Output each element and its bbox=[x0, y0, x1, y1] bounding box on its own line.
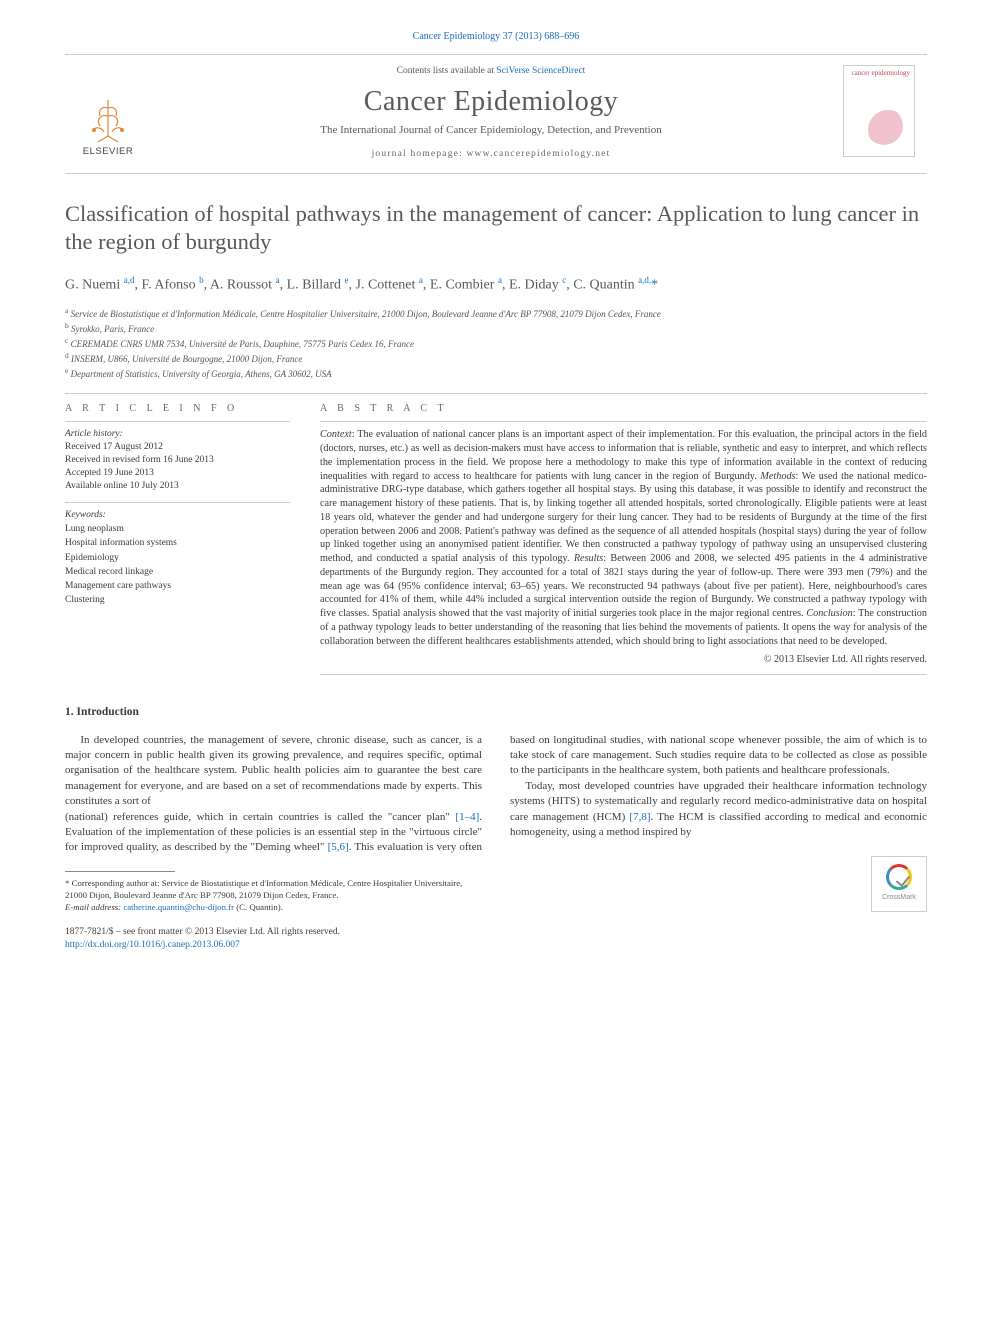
intro-body: In developed countries, the management o… bbox=[65, 733, 927, 856]
abstract-copyright: © 2013 Elsevier Ltd. All rights reserved… bbox=[320, 653, 927, 667]
email-label: E-mail address: bbox=[65, 902, 123, 912]
publisher-logo[interactable]: ELSEVIER bbox=[77, 65, 139, 161]
crossmark-label: CrossMark bbox=[882, 893, 916, 902]
article-title: Classification of hospital pathways in t… bbox=[65, 200, 927, 256]
footnotes: * Corresponding author at: Service de Bi… bbox=[65, 878, 482, 914]
cover-title: cancer epidemiology bbox=[851, 70, 910, 77]
keywords-label: Keywords: bbox=[65, 509, 290, 522]
intro-p3: Today, most developed countries have upg… bbox=[510, 779, 927, 841]
abs-methods: : We used the national medico-administra… bbox=[320, 471, 927, 565]
abs-methods-label: Methods bbox=[760, 471, 795, 482]
keyword: Medical record linkage bbox=[65, 565, 290, 579]
authors: G. Nuemi a,d, F. Afonso b, A. Roussot a,… bbox=[65, 274, 927, 296]
citation-link[interactable]: [5,6] bbox=[328, 841, 349, 853]
masthead: ELSEVIER Contents lists available at Sci… bbox=[65, 54, 927, 174]
intro-p2a: (national) references guide, which in ce… bbox=[65, 811, 455, 823]
history-accepted: Accepted 19 June 2013 bbox=[65, 467, 290, 480]
footnote-rule bbox=[65, 871, 175, 872]
journal-cover-thumb[interactable]: cancer epidemiology bbox=[843, 65, 915, 157]
history-received: Received 17 August 2012 bbox=[65, 441, 290, 454]
elsevier-tree-icon bbox=[84, 96, 132, 144]
abs-context-label: Context bbox=[320, 429, 352, 440]
homepage-url[interactable]: www.cancerepidemiology.net bbox=[467, 149, 611, 159]
doi-link[interactable]: http://dx.doi.org/10.1016/j.canep.2013.0… bbox=[65, 939, 340, 952]
history-revised: Received in revised form 16 June 2013 bbox=[65, 454, 290, 467]
crossmark-badge[interactable]: CrossMark bbox=[871, 856, 927, 912]
affil-e: Department of Statistics, University of … bbox=[71, 369, 332, 379]
intro-p1: In developed countries, the management o… bbox=[65, 733, 482, 810]
abstract: A B S T R A C T Context: The evaluation … bbox=[320, 402, 927, 681]
affil-a: Service de Biostatistique et d'Informati… bbox=[71, 309, 661, 319]
issn-line: 1877-7821/$ – see front matter © 2013 El… bbox=[65, 926, 340, 939]
journal-title: Cancer Epidemiology bbox=[151, 83, 831, 121]
affil-c: CEREMADE CNRS UMR 7534, Université de Pa… bbox=[71, 339, 414, 349]
journal-homepage: journal homepage: www.cancerepidemiology… bbox=[151, 148, 831, 161]
affiliations: a Service de Biostatistique et d'Informa… bbox=[65, 306, 927, 381]
email-who: (C. Quantin). bbox=[234, 902, 283, 912]
affil-b: Syrokko, Paris, France bbox=[71, 324, 154, 334]
abstract-heading: A B S T R A C T bbox=[320, 402, 927, 416]
cover-art-icon bbox=[868, 110, 908, 150]
keyword: Hospital information systems bbox=[65, 536, 290, 550]
footer-left: 1877-7821/$ – see front matter © 2013 El… bbox=[65, 926, 340, 952]
keyword: Lung neoplasm bbox=[65, 522, 290, 536]
running-head: Cancer Epidemiology 37 (2013) 688–696 bbox=[65, 30, 927, 44]
abs-conclusion-label: Conclusion bbox=[806, 608, 852, 619]
abstract-body: Context: The evaluation of national canc… bbox=[320, 428, 927, 648]
citation-link[interactable]: [7,8] bbox=[629, 811, 650, 823]
abs-results-label: Results bbox=[574, 553, 603, 564]
publisher-name: ELSEVIER bbox=[83, 146, 133, 159]
corr-author-label: * Corresponding author at: bbox=[65, 878, 162, 888]
keyword: Management care pathways bbox=[65, 579, 290, 593]
journal-subtitle: The International Journal of Cancer Epid… bbox=[151, 123, 831, 138]
citation-link[interactable]: [1–4] bbox=[455, 811, 479, 823]
article-info-heading: A R T I C L E I N F O bbox=[65, 402, 290, 416]
sciencedirect-link[interactable]: SciVerse ScienceDirect bbox=[496, 66, 585, 76]
affil-d: INSERM, U866, Université de Bourgogne, 2… bbox=[71, 354, 302, 364]
contents-line: Contents lists available at SciVerse Sci… bbox=[151, 65, 831, 78]
keyword: Epidemiology bbox=[65, 551, 290, 565]
article-info: A R T I C L E I N F O Article history: R… bbox=[65, 402, 290, 681]
contents-prefix: Contents lists available at bbox=[397, 66, 497, 76]
keyword: Clustering bbox=[65, 593, 290, 607]
section-heading-intro: 1. Introduction bbox=[65, 705, 927, 721]
homepage-prefix: journal homepage: bbox=[372, 149, 467, 159]
divider bbox=[65, 393, 927, 394]
article-history-label: Article history: bbox=[65, 428, 290, 441]
crossmark-icon bbox=[886, 864, 912, 890]
history-online: Available online 10 July 2013 bbox=[65, 480, 290, 493]
corr-email-link[interactable]: catherine.quantin@chu-dijon.fr bbox=[123, 902, 234, 912]
